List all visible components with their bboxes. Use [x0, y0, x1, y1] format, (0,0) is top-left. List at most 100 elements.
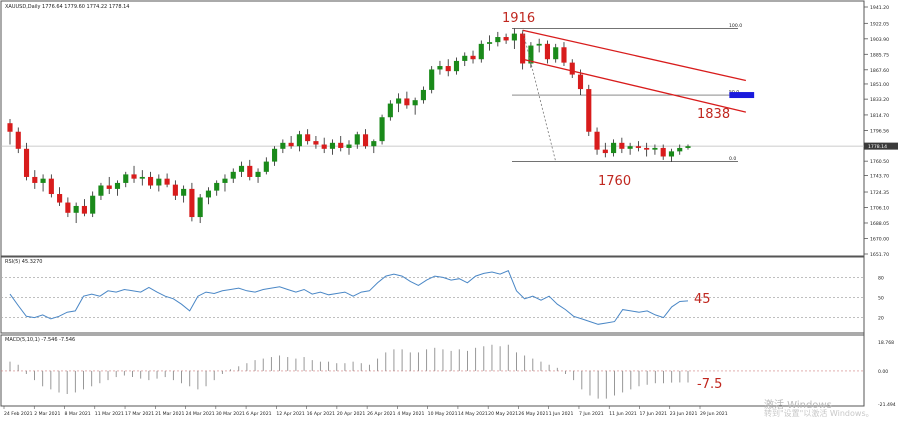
price-tick-label: 1743.70: [870, 174, 889, 180]
macd-tick-label: 0.00: [878, 369, 888, 375]
candle-body: [544, 43, 551, 60]
macd-panel-border: [0, 334, 865, 407]
candle-body: [189, 188, 195, 218]
macd-value-label: -7.5: [697, 377, 722, 392]
candle-body: [172, 184, 178, 196]
rsi-panel-border: [0, 256, 865, 334]
candle-body: [429, 69, 435, 90]
price-tick-label: 1867.60: [870, 68, 889, 74]
date-tick-label: 29 Jun 2021: [700, 411, 728, 417]
candle-body: [652, 147, 658, 150]
candle-body: [205, 190, 212, 198]
candle-body: [255, 171, 261, 177]
date-tick-label: 17 Jun 2021: [639, 411, 667, 417]
current-price-box: [864, 142, 898, 150]
date-tick-label: 1 Jun 2021: [549, 411, 574, 417]
macd-tick-label: -21.494: [878, 402, 896, 408]
price-tick-label: 1760.50: [870, 159, 889, 165]
rsi-series: 80 50 20: [1, 270, 884, 325]
date-tick-label: 12 Apr 2021: [276, 411, 304, 417]
candle-body: [478, 43, 484, 60]
date-tick-label: 7 Jun 2021: [579, 411, 604, 417]
annotation-low-label: 1760: [598, 174, 631, 189]
candle-body: [445, 66, 451, 72]
candle-body: [238, 165, 245, 172]
price-tick-label: 1851.00: [870, 82, 889, 88]
candle-body: [329, 142, 336, 149]
candle-body: [486, 42, 493, 44]
candle-body: [511, 33, 517, 41]
date-tick-label: 20 Apr 2021: [337, 411, 365, 417]
rsi-panel-title: RSI(5) 45.3270: [5, 259, 42, 265]
candle-body: [164, 178, 170, 185]
date-tick-label: 30 Mar 2021: [216, 411, 245, 417]
candle-body: [15, 131, 21, 149]
main-panel-title: XAUUSD,Daily 1776.64 1779.60 1774.22 177…: [5, 4, 130, 10]
candle-body: [412, 100, 418, 106]
date-tick-label: 24 Feb 2021: [4, 411, 33, 417]
rsi-tick-label: 80: [878, 275, 884, 281]
candle-body: [7, 123, 13, 132]
candle-body: [420, 89, 426, 101]
candle-body: [404, 98, 410, 106]
candle-body: [123, 174, 129, 183]
date-tick-label: 26 May 2021: [518, 411, 548, 417]
rsi-value-label: 45: [694, 292, 711, 307]
candle-body: [470, 55, 476, 60]
candle-body: [106, 185, 112, 189]
candle-body: [594, 131, 600, 150]
price-tick-label: 1903.90: [870, 37, 889, 43]
candle-body: [371, 141, 377, 147]
candle-body: [611, 142, 617, 154]
channel-lower-line: [522, 58, 747, 113]
date-tick-label: 16 Apr 2021: [307, 411, 335, 417]
date-tick-label: 26 Apr 2021: [367, 411, 395, 417]
candle-body: [73, 205, 79, 213]
candle-body: [387, 103, 393, 118]
date-axis: 24 Feb 2021 2 Mar 2021 8 Mar 2021 11 Mar 20…: [3, 406, 728, 417]
candle-body: [362, 134, 369, 147]
price-tick-label: 1814.70: [870, 113, 889, 119]
candle-body: [214, 182, 220, 191]
candle-body: [272, 148, 278, 162]
price-tick-label: 1688.05: [870, 221, 889, 227]
candle-body: [321, 144, 327, 149]
fib-level-label: 100.0: [729, 23, 742, 29]
price-tick-label: 1885.75: [870, 52, 889, 58]
date-tick-label: 17 Mar 2021: [125, 411, 154, 417]
date-tick-label: 14 May 2021: [458, 411, 488, 417]
candle-body: [57, 194, 63, 203]
candle-body: [98, 185, 104, 196]
rsi-tick-label: 50: [878, 296, 884, 302]
candle-body: [685, 146, 691, 148]
candle-body: [453, 60, 460, 72]
date-tick-label: 10 May 2021: [428, 411, 458, 417]
candle-body: [338, 142, 344, 148]
price-tick-label: 1796.56: [870, 128, 889, 134]
candle-body: [222, 178, 228, 183]
rsi-line: [9, 270, 689, 325]
channel-upper-line: [522, 29, 747, 82]
candle-body: [263, 161, 269, 172]
price-tick-label: 1833.20: [870, 97, 889, 103]
trend-channel: [522, 29, 755, 162]
current-price-label: 1778.14: [868, 144, 887, 150]
candle-body: [131, 174, 137, 179]
candle-body: [536, 43, 542, 46]
candle-body: [528, 45, 534, 64]
candle-body: [644, 147, 650, 150]
date-tick-label: 23 Jun 2021: [670, 411, 698, 417]
candle-body: [181, 188, 187, 196]
price-axis: 1941.20 1922.05 1903.90 1885.75 1867.60 1851.…: [864, 5, 898, 258]
candle-body: [396, 98, 402, 104]
date-tick-label: 11 Jun 2021: [609, 411, 637, 417]
candle-body: [147, 176, 154, 186]
date-tick-label: 4 May 2021: [397, 411, 424, 417]
candle-body: [577, 74, 584, 90]
candle-body: [677, 147, 683, 152]
candle-body: [48, 178, 54, 195]
candle-body: [313, 141, 319, 145]
candle-body: [602, 149, 608, 154]
